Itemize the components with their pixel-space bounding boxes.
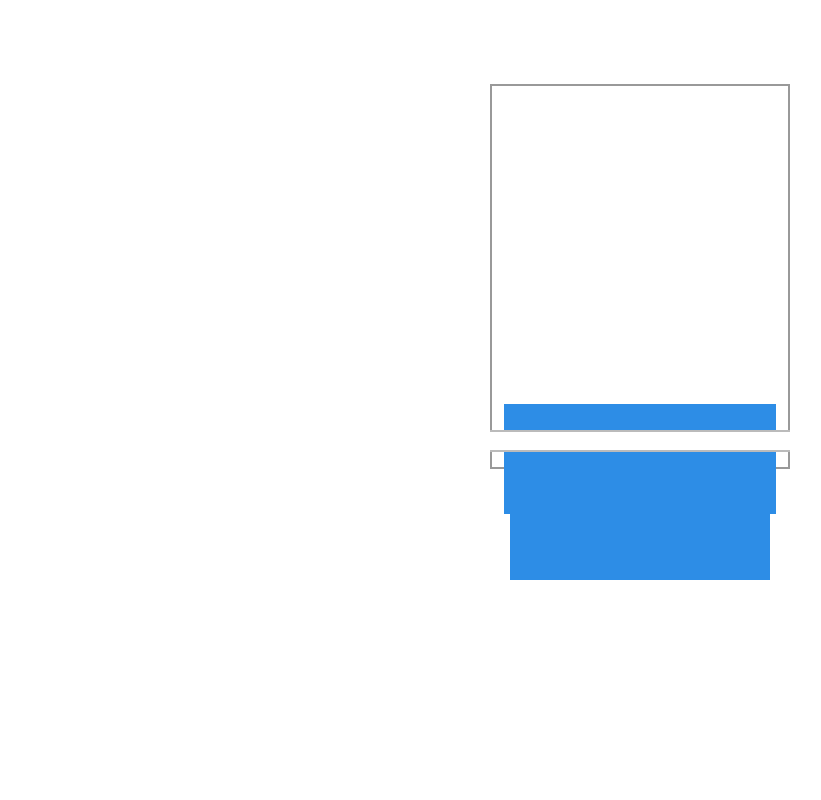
cable-strain-relief [490, 430, 790, 452]
front-view [490, 60, 790, 580]
iso-pin-labels [0, 118, 500, 638]
pin-number-row [490, 60, 790, 86]
cable-tail [510, 470, 770, 580]
connector-body [490, 84, 790, 469]
wire-row [496, 150, 784, 400]
gold-contacts [494, 88, 786, 148]
